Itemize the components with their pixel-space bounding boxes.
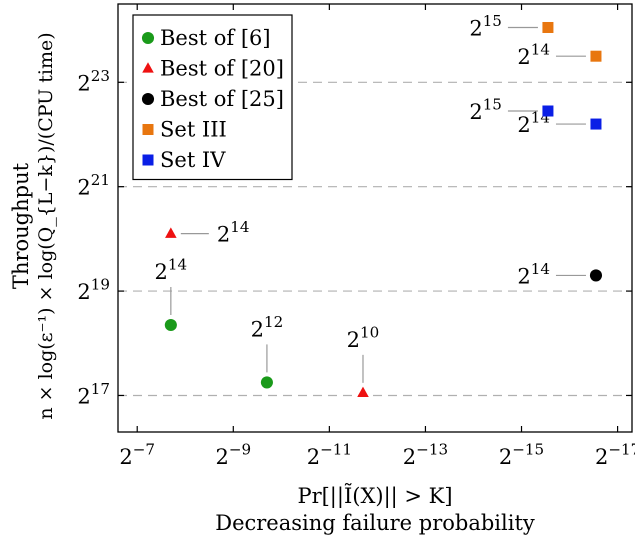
legend-marker-4 (142, 154, 154, 166)
y-tick-label-3-base: 2 (77, 71, 90, 95)
legend: Best of [6] Best of [20] Best of [25] Set I… (132, 14, 293, 181)
y-tick-label-0: 217 (77, 380, 110, 408)
series-0-point-1-label-base: 2 (251, 317, 264, 341)
legend-label-1: Best of [20] (160, 57, 284, 81)
x-tick-label-5-base: 2 (595, 445, 608, 469)
x-tick-label-2-exp: −11 (320, 441, 352, 459)
series-0-point-0-label-base: 2 (155, 260, 168, 284)
x-tick-label-3-base: 2 (403, 445, 416, 469)
series-1-point-0-label-exp: 14 (230, 218, 249, 236)
y-tick-label-2-base: 2 (77, 176, 90, 200)
series-4-point-0-label: 215 (469, 96, 502, 124)
x-axis-title: Decreasing failure probability (215, 511, 535, 535)
series-0-point-0-label-exp: 14 (168, 256, 187, 274)
y-tick-label-1-exp: 19 (91, 276, 110, 294)
x-tick-label-0-base: 2 (119, 445, 132, 469)
series-4-point-1-label-base: 2 (517, 113, 530, 137)
series-3-point-0-label: 215 (469, 12, 502, 40)
series-2-point-0-label-exp: 14 (531, 260, 550, 278)
y-tick-label-3: 223 (77, 67, 110, 95)
x-tick-label-5-exp: −17 (608, 441, 635, 459)
data-markers (164, 21, 603, 398)
legend-label-4: Set IV (160, 148, 226, 172)
y-tick-label-2-exp: 21 (91, 171, 110, 189)
x-tick-label-3: 2−13 (403, 441, 448, 469)
legend-marker-1 (142, 62, 154, 73)
legend-marker-2 (141, 92, 155, 106)
series-0-point-1-label-exp: 12 (264, 313, 283, 331)
series-3-point-0-label-exp: 15 (483, 12, 502, 30)
y-tick-label-1-base: 2 (77, 280, 90, 304)
series-2-point-0-label-base: 2 (517, 264, 530, 288)
x-tick-label-1-exp: −9 (229, 441, 251, 459)
legend-marker-3 (142, 124, 154, 135)
legend-label-2: Best of [25] (160, 87, 284, 111)
series-0-point-0-label: 214 (155, 256, 188, 284)
y-axis-title: Throughput (9, 162, 33, 289)
y-axis-formula: n × log(ε⁻¹) × log(Q_{L−k})/(CPU time) (35, 32, 57, 419)
axis-labels: Throughput n × log(ε⁻¹) × log(Q_{L−k})/(C… (9, 32, 535, 535)
series-3-point-1-marker (590, 50, 602, 62)
series-4-point-0-label-exp: 15 (483, 96, 502, 114)
series-1-point-0-label-base: 2 (217, 223, 230, 247)
grid-lines (118, 81, 632, 397)
legend-box (132, 14, 293, 181)
y-tick-label-1: 219 (77, 276, 110, 304)
y-tick-label-0-base: 2 (77, 384, 90, 408)
legend-label-0: Best of [6] (160, 26, 271, 50)
x-tick-label-1: 2−9 (215, 441, 251, 469)
series-3-point-1-label: 214 (517, 41, 550, 69)
series-0-point-0-marker (164, 318, 177, 332)
series-4-point-1-marker (590, 118, 602, 130)
x-tick-label-5: 2−17 (595, 441, 635, 469)
series-1-point-1-label: 210 (347, 323, 380, 351)
legend-marker-0 (141, 31, 155, 45)
series-3-point-0-marker (542, 21, 554, 33)
series-2-point-0-label: 214 (517, 260, 550, 288)
y-tick-label-3-exp: 23 (91, 67, 110, 85)
x-tick-label-4: 2−15 (499, 441, 544, 469)
x-tick-label-0-exp: −7 (133, 441, 155, 459)
x-axis-formula: Pr[||Ĩ(X)|| > K] (297, 484, 452, 509)
series-2-point-0-marker (589, 269, 603, 282)
series-1-point-1-label-base: 2 (347, 328, 360, 352)
x-tick-label-4-base: 2 (499, 445, 512, 469)
series-1-point-1-label-exp: 10 (360, 323, 379, 341)
series-4-point-0-marker (542, 105, 554, 117)
series-1-point-1-marker (357, 386, 369, 398)
legend-label-3: Set III (160, 118, 227, 142)
x-tick-label-1-base: 2 (215, 445, 228, 469)
x-tick-label-0: 2−7 (119, 441, 155, 469)
y-tick-label-2: 221 (77, 171, 110, 199)
series-1-point-0-label: 214 (217, 218, 250, 246)
x-tick-label-4-exp: −15 (512, 441, 544, 459)
x-tick-label-2-base: 2 (307, 445, 320, 469)
series-1-point-0-marker (165, 227, 177, 238)
series-4-point-0-label-base: 2 (469, 100, 482, 124)
series-3-point-0-label-base: 2 (469, 16, 482, 40)
series-0-point-1-label: 212 (251, 313, 284, 341)
series-3-point-1-label-exp: 14 (531, 41, 550, 59)
x-tick-label-3-exp: −13 (416, 441, 448, 459)
x-tick-label-2: 2−11 (307, 441, 352, 469)
series-0-point-1-marker (260, 376, 273, 389)
y-tick-label-0-exp: 17 (91, 380, 110, 398)
series-3-point-1-label-base: 2 (517, 45, 530, 69)
plot-frame (117, 3, 633, 433)
